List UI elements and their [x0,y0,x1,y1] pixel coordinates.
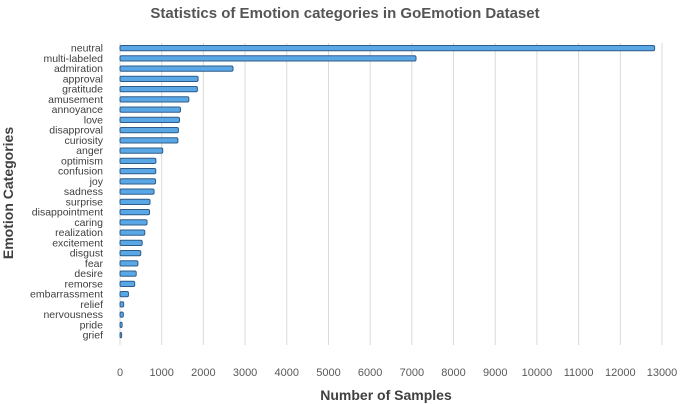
x-tick-label: 10000 [522,367,553,379]
bar-neutral [119,45,656,52]
bar-admiration [119,65,234,72]
category-label: neutral [71,43,103,55]
category-labels: neutralmulti-labeledadmirationapprovalgr… [30,43,104,342]
x-tick-label: 0 [117,367,123,379]
bar-disgust [119,250,142,257]
category-label: excitement [52,237,103,249]
category-label: fear [85,258,104,270]
bar-pride [119,321,123,328]
bar-caring [119,219,148,226]
x-axis-title: Number of Samples [320,387,452,403]
gridlines [119,43,663,345]
category-label: disapproval [49,125,103,137]
bar-optimism [119,157,157,164]
bar-surprise [119,198,151,205]
category-label: surprise [66,196,104,208]
category-label: anger [76,145,103,157]
bar-amusement [119,96,190,103]
bar-multi-labeled [119,55,417,62]
bar-realization [119,229,146,236]
category-label: optimism [61,155,103,167]
category-label: realization [55,227,103,239]
bar-remorse [119,280,136,287]
x-tick-label: 11000 [564,367,594,379]
category-label: desire [74,268,103,280]
category-label: sadness [64,186,103,198]
bar-excitement [119,239,143,246]
x-tick-label: 8000 [441,367,465,379]
y-axis-title: Emotion Categories [0,127,16,259]
x-tick-label: 3000 [233,367,257,379]
x-tick-label: 5000 [316,367,340,379]
chart-title: Statistics of Emotion categories in GoEm… [150,5,539,22]
category-label: gratitude [62,84,103,96]
bar-relief [119,301,125,308]
x-tick-label: 2000 [191,367,215,379]
bar-gratitude [119,86,198,93]
x-tick-label: 6000 [358,367,382,379]
bar-desire [119,270,137,277]
bars [119,45,656,339]
category-label: grief [83,330,104,342]
bar-grief [119,332,123,339]
bar-curiosity [119,137,179,144]
bar-sadness [119,188,155,195]
bar-confusion [119,168,157,175]
x-tick-label: 1000 [149,367,173,379]
category-label: approval [63,73,103,85]
category-label: remorse [64,278,103,290]
x-tick-label: 9000 [483,367,507,379]
bar-annoyance [119,106,181,113]
x-tick-label: 7000 [400,367,424,379]
bar-love [119,116,180,123]
bar-embarrassment [119,291,129,298]
bar-joy [119,178,157,185]
category-label: amusement [48,94,103,106]
bar-disappointment [119,209,151,216]
x-tick-label: 13000 [647,367,678,379]
category-label: disgust [70,248,103,260]
category-label: admiration [54,63,103,75]
x-tick-labels: 0 1000 2000 3000 4000 5000 6000 7000 8000 9000 100… [117,367,677,379]
bar-disapproval [119,127,179,134]
category-label: annoyance [52,104,104,116]
bar-anger [119,147,164,154]
category-label: relief [80,299,103,311]
bar-fear [119,260,139,267]
x-tick-label: 4000 [275,367,299,379]
bar-approval [119,75,199,82]
category-label: embarrassment [30,289,103,301]
category-label: caring [74,217,103,229]
category-label: multi-labeled [43,53,103,65]
category-label: disappointment [32,207,103,219]
category-label: love [84,114,103,126]
category-label: joy [89,176,104,188]
bar-nervousness [119,311,124,318]
category-label: curiosity [64,135,103,147]
x-tick-label: 12000 [605,367,636,379]
category-label: pride [80,319,104,331]
category-label: nervousness [43,309,103,321]
category-label: confusion [58,166,103,178]
